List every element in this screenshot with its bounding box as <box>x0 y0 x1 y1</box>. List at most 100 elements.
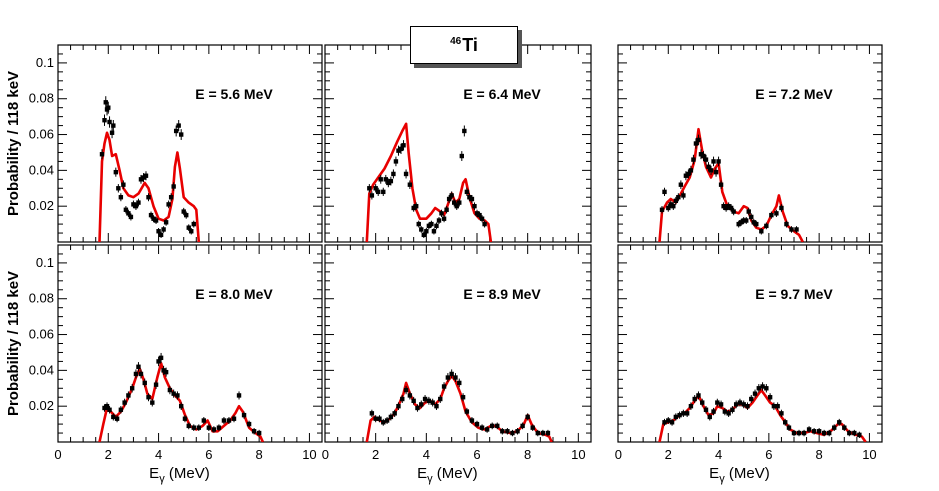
data-marker <box>446 196 452 202</box>
data-point <box>400 395 405 403</box>
data-point <box>659 206 665 214</box>
data-point <box>703 154 709 165</box>
data-marker <box>436 218 442 223</box>
data-marker <box>439 211 444 216</box>
data-point <box>662 418 667 426</box>
y-axis-label: Probability / 118 keV <box>5 271 22 416</box>
data-marker <box>407 393 413 398</box>
data-marker <box>403 387 409 393</box>
panel-frame <box>57 44 323 243</box>
data-marker <box>540 430 546 436</box>
data-point <box>774 209 779 217</box>
data-point <box>683 171 689 181</box>
data-marker <box>728 205 734 211</box>
data-marker <box>510 430 515 436</box>
data-marker <box>384 418 390 423</box>
data-marker <box>676 195 681 200</box>
data-marker <box>786 425 792 430</box>
data-point <box>816 428 822 435</box>
data-marker <box>686 171 691 177</box>
y-axis-label: Probability / 118 keV <box>5 71 22 216</box>
data-point <box>703 406 709 414</box>
data-marker <box>216 425 222 430</box>
data-marker <box>683 173 689 178</box>
y-tick-label: 0.02 <box>29 398 54 413</box>
data-point <box>718 400 724 409</box>
data-point <box>775 402 780 410</box>
data-point <box>786 424 792 431</box>
data-marker <box>171 184 176 189</box>
data-marker <box>186 423 191 429</box>
data-point <box>444 206 449 214</box>
data-marker <box>156 359 161 364</box>
data-marker <box>251 429 257 434</box>
y-tick-label: 0.04 <box>29 162 54 177</box>
data-marker <box>767 395 773 400</box>
data-point <box>796 429 802 437</box>
data-point <box>396 402 401 410</box>
data-point <box>123 206 129 214</box>
data-point <box>126 391 131 400</box>
data-point <box>383 174 388 184</box>
data-point <box>392 409 397 417</box>
data-point <box>744 217 749 224</box>
x-tick-label: 8 <box>524 447 531 462</box>
data-marker <box>715 400 720 405</box>
data-marker <box>449 371 454 377</box>
data-point <box>700 398 705 407</box>
data-point <box>731 207 736 216</box>
data-marker <box>426 223 432 229</box>
data-marker <box>706 164 711 169</box>
data-marker <box>186 225 191 230</box>
data-marker <box>469 418 475 423</box>
data-point <box>469 195 475 203</box>
data-point <box>739 218 744 226</box>
data-marker <box>707 414 712 420</box>
data-point <box>764 222 769 230</box>
data-point <box>666 204 671 212</box>
data-point <box>791 429 797 437</box>
data-marker <box>749 214 754 220</box>
data-marker <box>484 427 490 432</box>
data-marker <box>111 414 116 420</box>
data-marker <box>472 203 477 209</box>
data-point <box>759 228 764 235</box>
data-point <box>438 395 443 403</box>
data-point <box>771 402 777 410</box>
data-point <box>236 391 242 400</box>
data-point <box>103 96 108 109</box>
data-marker <box>464 409 470 414</box>
energy-label: E = 7.2 MeV <box>755 86 833 102</box>
data-marker <box>158 355 164 361</box>
data-point <box>156 356 161 367</box>
data-point <box>381 187 386 196</box>
data-point <box>677 411 682 419</box>
data-point <box>446 195 452 203</box>
data-point <box>133 369 139 379</box>
data-point <box>741 217 746 224</box>
data-point <box>479 424 485 431</box>
data-point <box>191 220 196 228</box>
data-point <box>706 162 711 172</box>
data-point <box>460 393 466 402</box>
data-marker <box>414 203 419 209</box>
data-point <box>163 367 169 377</box>
data-point <box>414 202 419 210</box>
data-point <box>857 431 862 438</box>
data-point <box>779 409 784 417</box>
data-marker <box>189 229 194 234</box>
data-point <box>241 411 247 419</box>
data-point <box>146 193 151 202</box>
data-marker <box>182 416 188 421</box>
data-marker <box>454 203 459 209</box>
data-point <box>436 217 442 224</box>
data-marker <box>138 177 144 182</box>
data-marker <box>764 386 769 391</box>
data-marker <box>811 429 817 434</box>
data-point <box>143 171 149 181</box>
data-point <box>764 384 769 393</box>
data-point <box>186 422 191 430</box>
element-symbol: Ti <box>462 34 478 55</box>
data-point <box>150 398 155 407</box>
data-point <box>430 398 435 407</box>
